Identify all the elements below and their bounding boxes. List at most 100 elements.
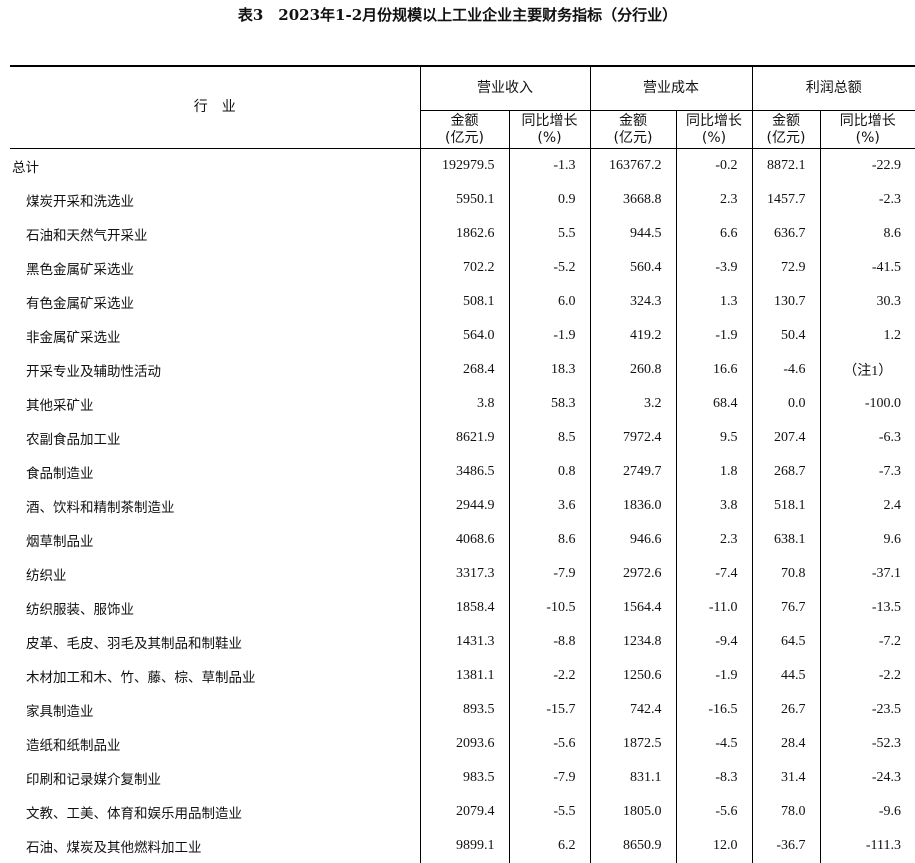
cost-amount-cell: 560.4: [589, 251, 676, 285]
cost-amount-cell: 946.6: [589, 523, 676, 557]
cost-growth-cell: -5.6: [675, 795, 752, 829]
industry-name: 农副食品加工业: [26, 432, 121, 448]
industry-name: 烟草制品业: [26, 534, 94, 550]
profit-amount-cell: 31.4: [751, 761, 820, 795]
industry-name: 木材加工和木、竹、藤、棕、草制品业: [26, 670, 256, 686]
table-row: 黑色金属矿采选业 702.2 -5.2 560.4 -3.9 72.9 -41.5: [10, 251, 915, 285]
profit-growth-cell: 9.6: [819, 523, 915, 557]
profit-growth-cell: 1.2: [819, 319, 915, 353]
cost-growth-cell: -0.2: [675, 148, 752, 183]
profit-growth-cell: 2.4: [819, 489, 915, 523]
revenue-growth-cell: 6.2: [508, 829, 590, 863]
table-title: 表3 2023年1-2月份规模以上工业企业主要财务指标（分行业）: [237, 6, 678, 24]
profit-growth-cell: -6.3: [819, 421, 915, 455]
revenue-amount-cell: 4068.6: [419, 523, 509, 557]
cost-growth-cell: -3.9: [675, 251, 752, 285]
profit-amount-cell: 44.5: [751, 659, 820, 693]
cost-growth-cell: -1.9: [675, 659, 752, 693]
profit-amount-cell: 130.7: [751, 285, 820, 319]
industry-name: 黑色金属矿采选业: [26, 262, 134, 278]
revenue-growth-cell: -2.2: [508, 659, 590, 693]
industry-name: 印刷和记录媒介复制业: [26, 772, 161, 788]
revenue-growth-cell: 5.5: [508, 217, 590, 251]
industry-name: 纺织服装、服饰业: [26, 602, 134, 618]
revenue-amount-cell: 508.1: [419, 285, 509, 319]
revenue-growth-cell: 58.3: [508, 387, 590, 421]
industry-name: 煤炭开采和洗选业: [26, 194, 134, 210]
revenue-amount-cell: 3.8: [419, 387, 509, 421]
revenue-amount-cell: 893.5: [419, 693, 509, 727]
cost-growth-cell: -7.4: [675, 557, 752, 591]
cost-growth-cell: 6.6: [675, 217, 752, 251]
profit-growth-cell: -52.3: [819, 727, 915, 761]
cost-amount-cell: 742.4: [589, 693, 676, 727]
profit-growth-cell: -22.9: [819, 148, 915, 183]
header-label: 同比增长: [521, 112, 578, 129]
profit-amount-cell: 26.7: [751, 693, 820, 727]
revenue-amount-cell: 5950.1: [419, 183, 509, 217]
table-row: 非金属矿采选业 564.0 -1.9 419.2 -1.9 50.4 1.2: [10, 319, 915, 353]
cost-growth-cell: 1.3: [675, 285, 752, 319]
table-row: 煤炭开采和洗选业 5950.1 0.9 3668.8 2.3 1457.7 -2.3: [10, 183, 915, 217]
revenue-amount-cell: 2093.6: [419, 727, 509, 761]
revenue-amount-cell: 983.5: [419, 761, 509, 795]
profit-growth-cell: -2.2: [819, 659, 915, 693]
cost-amount-cell: 1250.6: [589, 659, 676, 693]
cost-amount-cell: 2749.7: [589, 455, 676, 489]
revenue-amount-cell: 1858.4: [419, 591, 509, 625]
table-row: 石油和天然气开采业 1862.6 5.5 944.5 6.6 636.7 8.6: [10, 217, 915, 251]
profit-amount-cell: 78.0: [751, 795, 820, 829]
profit-amount-cell: 28.4: [751, 727, 820, 761]
revenue-growth-header: 同比增长 (%): [508, 110, 590, 149]
revenue-amount-cell: 268.4: [419, 353, 509, 387]
industry-name: 酒、饮料和精制茶制造业: [26, 500, 175, 516]
profit-amount-cell: 0.0: [751, 387, 820, 421]
profit-growth-header: 同比增长 (%): [819, 110, 915, 149]
cost-growth-cell: -16.5: [675, 693, 752, 727]
industry-name: 文教、工美、体育和娱乐用品制造业: [26, 806, 242, 822]
profit-amount-cell: 636.7: [751, 217, 820, 251]
revenue-growth-cell: -5.2: [508, 251, 590, 285]
revenue-amount-cell: 192979.5: [419, 148, 509, 183]
profit-growth-cell: -24.3: [819, 761, 915, 795]
cost-amount-cell: 324.3: [589, 285, 676, 319]
profit-amount-cell: -36.7: [751, 829, 820, 863]
cost-growth-cell: -11.0: [675, 591, 752, 625]
industry-name: 纺织业: [26, 568, 67, 584]
revenue-growth-cell: 0.9: [508, 183, 590, 217]
revenue-growth-cell: -5.6: [508, 727, 590, 761]
cost-amount-cell: 2972.6: [589, 557, 676, 591]
profit-amount-cell: 518.1: [751, 489, 820, 523]
industry-header: 行 业: [10, 65, 420, 149]
table-row: 烟草制品业 4068.6 8.6 946.6 2.3 638.1 9.6: [10, 523, 915, 557]
profit-growth-cell: 8.6: [819, 217, 915, 251]
profit-growth-cell: （注1）: [819, 353, 915, 387]
table-row: 文教、工美、体育和娱乐用品制造业 2079.4 -5.5 1805.0 -5.6 78.0…: [10, 795, 915, 829]
revenue-amount-cell: 564.0: [419, 319, 509, 353]
profit-growth-cell: -41.5: [819, 251, 915, 285]
revenue-amount-cell: 3317.3: [419, 557, 509, 591]
industry-name: 非金属矿采选业: [26, 330, 121, 346]
revenue-amount-cell: 8621.9: [419, 421, 509, 455]
header-label: 同比增长: [686, 112, 742, 129]
table-row: 酒、饮料和精制茶制造业 2944.9 3.6 1836.0 3.8 518.1 2.4: [10, 489, 915, 523]
revenue-amount-cell: 1381.1: [419, 659, 509, 693]
revenue-growth-cell: -5.5: [508, 795, 590, 829]
cost-growth-cell: -8.3: [675, 761, 752, 795]
cost-amount-cell: 7972.4: [589, 421, 676, 455]
profit-amount-cell: 638.1: [751, 523, 820, 557]
revenue-amount-cell: 9899.1: [419, 829, 509, 863]
cost-growth-cell: -1.9: [675, 319, 752, 353]
header-unit: (亿元): [445, 129, 484, 146]
cost-amount-cell: 163767.2: [589, 148, 676, 183]
cost-amount-cell: 1564.4: [589, 591, 676, 625]
industry-name: 总计: [12, 160, 39, 176]
table-row: 食品制造业 3486.5 0.8 2749.7 1.8 268.7 -7.3: [10, 455, 915, 489]
cost-growth-cell: 2.3: [675, 183, 752, 217]
profit-growth-cell: -9.6: [819, 795, 915, 829]
cost-header: 营业成本: [589, 65, 752, 111]
table-row: 开采专业及辅助性活动 268.4 18.3 260.8 16.6 -4.6 （注1）: [10, 353, 915, 387]
header-label: 同比增长: [839, 112, 896, 129]
profit-growth-cell: -37.1: [819, 557, 915, 591]
cost-amount-cell: 1872.5: [589, 727, 676, 761]
